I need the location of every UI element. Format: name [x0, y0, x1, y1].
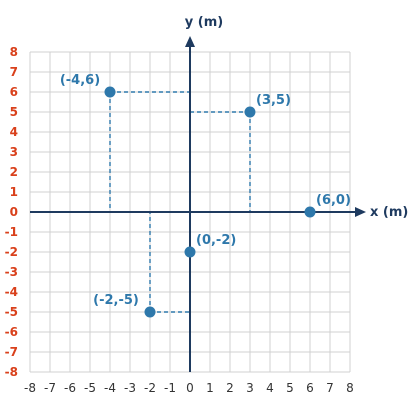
y-tick-label: 5 [10, 105, 18, 119]
x-tick-label: -4 [104, 381, 116, 395]
x-tick-label: -3 [124, 381, 136, 395]
y-tick-label: -4 [5, 285, 18, 299]
y-tick-label: -1 [5, 225, 18, 239]
y-tick-label: 4 [10, 125, 18, 139]
y-tick-label: -6 [5, 325, 18, 339]
x-tick-label: 6 [306, 381, 314, 395]
y-tick-label: -3 [5, 265, 18, 279]
x-axis-title: x (m) [370, 205, 408, 220]
x-axis-arrow-icon [355, 207, 366, 217]
x-tick-label: -7 [44, 381, 56, 395]
y-tick-label: 1 [10, 185, 18, 199]
point-label: (0,-2) [196, 233, 236, 248]
x-tick-label: 7 [326, 381, 334, 395]
x-tick-label: -6 [64, 381, 76, 395]
x-tick-label: 0 [186, 381, 194, 395]
point-label: (-4,6) [60, 73, 100, 88]
y-tick-label: 0 [10, 205, 18, 219]
y-tick-label: 7 [10, 65, 18, 79]
y-tick-label: -2 [5, 245, 18, 259]
y-tick-label: 2 [10, 165, 18, 179]
x-tick-label: -5 [84, 381, 96, 395]
y-tick-label: 6 [10, 85, 18, 99]
y-tick-label: 8 [10, 45, 18, 59]
x-tick-label: -2 [144, 381, 156, 395]
x-tick-label: 5 [286, 381, 294, 395]
point-label: (6,0) [316, 193, 351, 208]
y-tick-label: -7 [5, 345, 18, 359]
x-tick-label: 1 [206, 381, 214, 395]
x-tick-label: -8 [24, 381, 36, 395]
x-tick-label: 2 [226, 381, 234, 395]
data-point [104, 86, 116, 98]
y-axis-arrow-icon [185, 36, 195, 47]
y-tick-label: -5 [5, 305, 18, 319]
guide-lines [109, 91, 251, 313]
x-tick-label: 8 [346, 381, 354, 395]
data-point [144, 306, 156, 318]
point-label: (-2,-5) [93, 293, 139, 308]
data-points: (-4,6) (3,5) (6,0) (0,-2) (-2,-5) [60, 73, 351, 318]
data-point [184, 246, 196, 258]
x-tick-label: 3 [246, 381, 254, 395]
x-tick-label: -1 [164, 381, 176, 395]
x-tick-label: 4 [266, 381, 274, 395]
data-point [304, 206, 316, 218]
y-tick-label: -8 [5, 365, 18, 379]
axes: x (m) y (m) [30, 15, 408, 372]
y-tick-label: 3 [10, 145, 18, 159]
tick-labels: -8 -7 -6 -5 -4 -3 -2 -1 0 1 2 3 4 5 6 7 8876543210-1-2-3… [5, 45, 354, 395]
data-point [244, 106, 256, 118]
y-axis-title: y (m) [185, 15, 223, 30]
point-label: (3,5) [256, 93, 291, 108]
